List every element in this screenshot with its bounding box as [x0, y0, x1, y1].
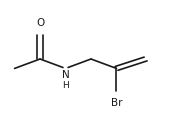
Text: N: N — [62, 70, 69, 80]
Text: H: H — [62, 81, 69, 90]
Text: Br: Br — [111, 98, 122, 108]
Text: O: O — [36, 18, 44, 28]
